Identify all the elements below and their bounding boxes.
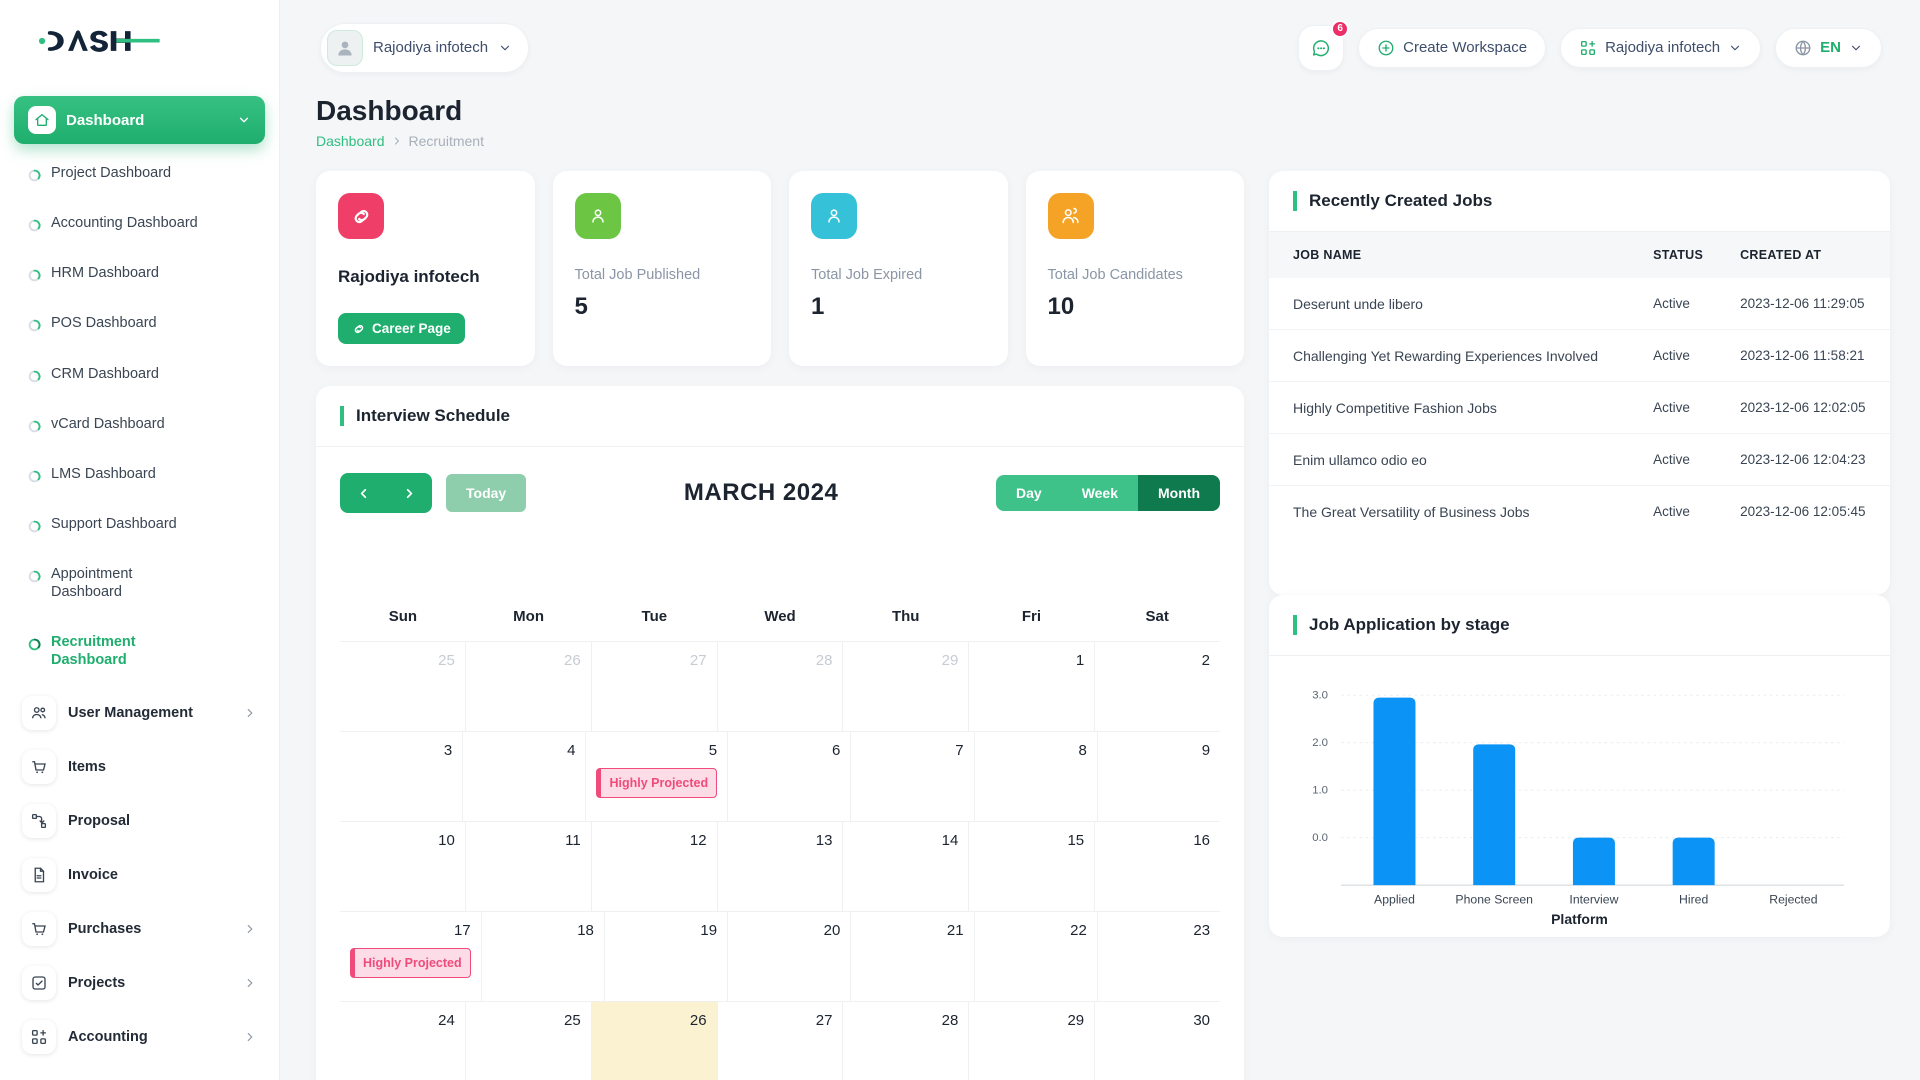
svg-text:Applied: Applied — [1374, 892, 1415, 906]
svg-text:Rejected: Rejected — [1769, 892, 1817, 906]
svg-text:Hired: Hired — [1679, 892, 1708, 906]
svg-text:2.0: 2.0 — [1312, 737, 1328, 749]
svg-text:Interview: Interview — [1569, 892, 1618, 906]
svg-text:Phone Screen: Phone Screen — [1455, 892, 1533, 906]
svg-text:0.0: 0.0 — [1312, 832, 1328, 844]
svg-text:1.0: 1.0 — [1312, 784, 1328, 796]
svg-text:3.0: 3.0 — [1312, 689, 1328, 701]
